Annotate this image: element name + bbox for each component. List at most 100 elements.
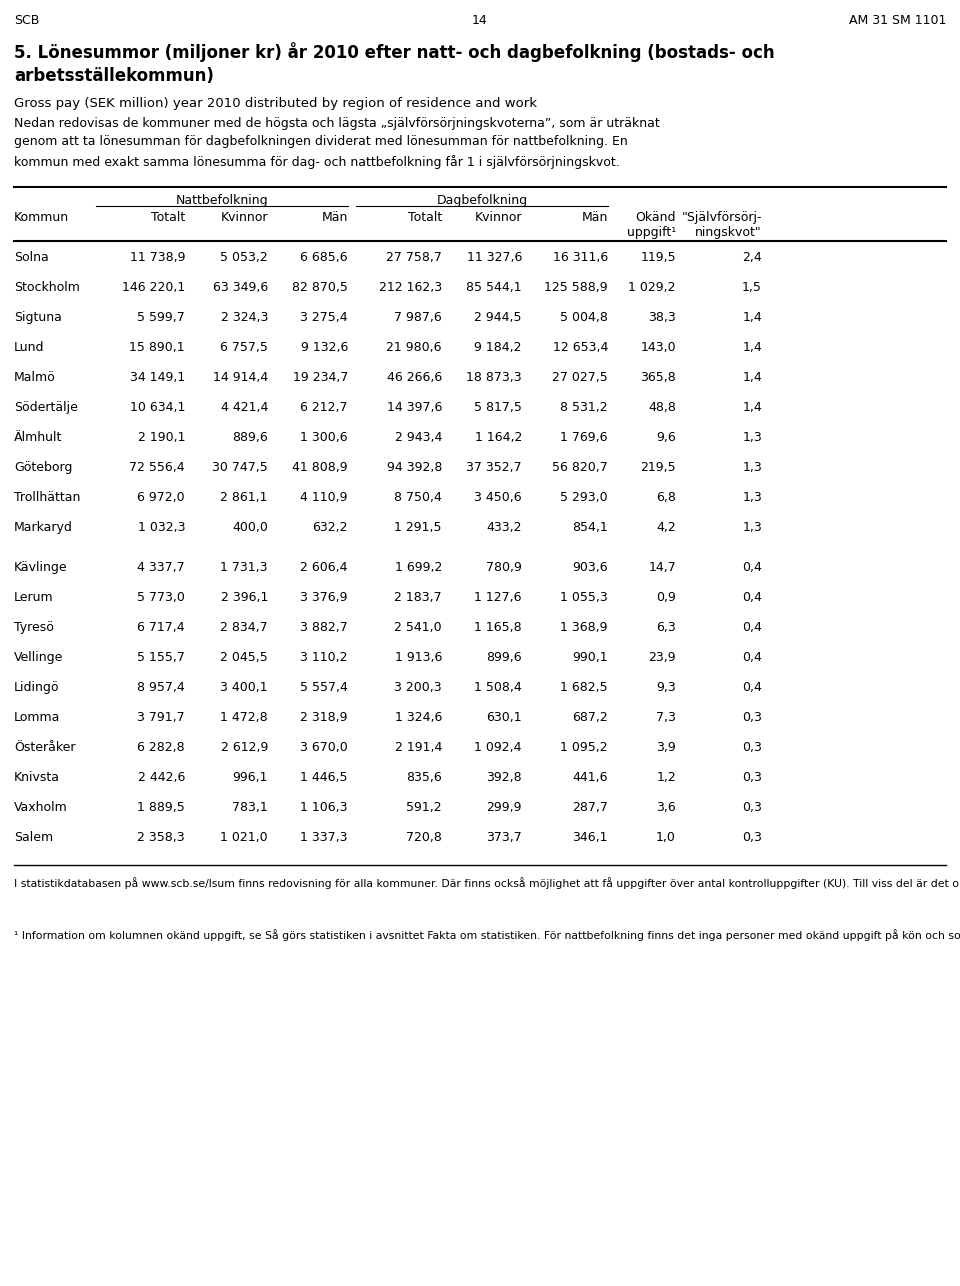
Text: 146 220,1: 146 220,1 (122, 282, 185, 294)
Text: 63 349,6: 63 349,6 (213, 282, 268, 294)
Text: 8 531,2: 8 531,2 (561, 401, 608, 414)
Text: 10 634,1: 10 634,1 (130, 401, 185, 414)
Text: 0,4: 0,4 (742, 682, 762, 694)
Text: 632,2: 632,2 (313, 521, 348, 534)
Text: 5 293,0: 5 293,0 (561, 491, 608, 504)
Text: 1 095,2: 1 095,2 (561, 741, 608, 754)
Text: 6 717,4: 6 717,4 (137, 621, 185, 634)
Text: 27 758,7: 27 758,7 (386, 251, 442, 264)
Text: 1,5: 1,5 (742, 282, 762, 294)
Text: 903,6: 903,6 (572, 561, 608, 574)
Text: Vellinge: Vellinge (14, 651, 63, 664)
Text: 1 291,5: 1 291,5 (395, 521, 442, 534)
Text: 15 890,1: 15 890,1 (130, 341, 185, 354)
Text: ¹ Information om kolumnen okänd uppgift, se Så görs statistiken i avsnittet Fakt: ¹ Information om kolumnen okänd uppgift,… (14, 928, 960, 941)
Text: Män: Män (582, 211, 608, 224)
Text: 1 769,6: 1 769,6 (561, 431, 608, 444)
Text: 1,4: 1,4 (742, 370, 762, 385)
Text: 1 913,6: 1 913,6 (395, 651, 442, 664)
Text: 1,3: 1,3 (742, 431, 762, 444)
Text: 1,3: 1,3 (742, 521, 762, 534)
Text: 1,4: 1,4 (742, 401, 762, 414)
Text: 212 162,3: 212 162,3 (379, 282, 442, 294)
Text: 14: 14 (472, 14, 488, 27)
Text: 11 738,9: 11 738,9 (130, 251, 185, 264)
Text: 3 110,2: 3 110,2 (300, 651, 348, 664)
Text: 2 396,1: 2 396,1 (221, 592, 268, 604)
Text: 780,9: 780,9 (486, 561, 522, 574)
Text: 1 021,0: 1 021,0 (221, 831, 268, 844)
Text: 6 282,8: 6 282,8 (137, 741, 185, 754)
Text: 2 190,1: 2 190,1 (137, 431, 185, 444)
Text: 2,4: 2,4 (742, 251, 762, 264)
Text: 2 834,7: 2 834,7 (221, 621, 268, 634)
Text: 3 200,3: 3 200,3 (395, 682, 442, 694)
Text: 687,2: 687,2 (572, 711, 608, 724)
Text: Stockholm: Stockholm (14, 282, 80, 294)
Text: Solna: Solna (14, 251, 49, 264)
Text: 2 318,9: 2 318,9 (300, 711, 348, 724)
Text: 5. Lönesummor (miljoner kr) år 2010 efter natt- och dagbefolkning (bostads- och
: 5. Lönesummor (miljoner kr) år 2010 efte… (14, 42, 775, 85)
Text: 8 957,4: 8 957,4 (137, 682, 185, 694)
Text: 5 557,4: 5 557,4 (300, 682, 348, 694)
Text: Lerum: Lerum (14, 592, 54, 604)
Text: 1,4: 1,4 (742, 311, 762, 324)
Text: 433,2: 433,2 (487, 521, 522, 534)
Text: Tyresö: Tyresö (14, 621, 54, 634)
Text: 1 165,8: 1 165,8 (474, 621, 522, 634)
Text: 3,9: 3,9 (657, 741, 676, 754)
Text: 2 191,4: 2 191,4 (395, 741, 442, 754)
Text: 6 972,0: 6 972,0 (137, 491, 185, 504)
Text: Män: Män (322, 211, 348, 224)
Text: 373,7: 373,7 (487, 831, 522, 844)
Text: 82 870,5: 82 870,5 (292, 282, 348, 294)
Text: 8 750,4: 8 750,4 (395, 491, 442, 504)
Text: Nedan redovisas de kommuner med de högsta och lägsta „självförsörjningskvoterna”: Nedan redovisas de kommuner med de högst… (14, 117, 660, 168)
Text: 1 368,9: 1 368,9 (561, 621, 608, 634)
Text: 0,4: 0,4 (742, 651, 762, 664)
Text: 14 914,4: 14 914,4 (213, 370, 268, 385)
Text: 630,1: 630,1 (487, 711, 522, 724)
Text: 1,0: 1,0 (656, 831, 676, 844)
Text: Dagbefolkning: Dagbefolkning (437, 194, 528, 207)
Text: 2 324,3: 2 324,3 (221, 311, 268, 324)
Text: Vaxholm: Vaxholm (14, 801, 68, 814)
Text: 4,2: 4,2 (657, 521, 676, 534)
Text: 3 450,6: 3 450,6 (474, 491, 522, 504)
Text: 1 164,2: 1 164,2 (474, 431, 522, 444)
Text: 1 300,6: 1 300,6 (300, 431, 348, 444)
Text: 48,8: 48,8 (648, 401, 676, 414)
Text: 1 127,6: 1 127,6 (474, 592, 522, 604)
Text: 4 421,4: 4 421,4 (221, 401, 268, 414)
Text: 0,9: 0,9 (656, 592, 676, 604)
Text: 299,9: 299,9 (487, 801, 522, 814)
Text: 1,3: 1,3 (742, 460, 762, 475)
Text: 899,6: 899,6 (487, 651, 522, 664)
Text: 4 337,7: 4 337,7 (137, 561, 185, 574)
Text: 0,4: 0,4 (742, 592, 762, 604)
Text: 996,1: 996,1 (232, 772, 268, 784)
Text: Österåker: Österåker (14, 741, 76, 754)
Text: 1 682,5: 1 682,5 (561, 682, 608, 694)
Text: 287,7: 287,7 (572, 801, 608, 814)
Text: 2 606,4: 2 606,4 (300, 561, 348, 574)
Text: 6,8: 6,8 (656, 491, 676, 504)
Text: 6 757,5: 6 757,5 (220, 341, 268, 354)
Text: 1,3: 1,3 (742, 491, 762, 504)
Text: 21 980,6: 21 980,6 (387, 341, 442, 354)
Text: 9 184,2: 9 184,2 (474, 341, 522, 354)
Text: 1 699,2: 1 699,2 (395, 561, 442, 574)
Text: Nattbefolkning: Nattbefolkning (176, 194, 268, 207)
Text: 3 376,9: 3 376,9 (300, 592, 348, 604)
Text: 12 653,4: 12 653,4 (553, 341, 608, 354)
Text: Älmhult: Älmhult (14, 431, 62, 444)
Text: 16 311,6: 16 311,6 (553, 251, 608, 264)
Text: 1 055,3: 1 055,3 (561, 592, 608, 604)
Text: Malmö: Malmö (14, 370, 56, 385)
Text: 1,4: 1,4 (742, 341, 762, 354)
Text: 3 400,1: 3 400,1 (221, 682, 268, 694)
Text: 41 808,9: 41 808,9 (293, 460, 348, 475)
Text: 30 747,5: 30 747,5 (212, 460, 268, 475)
Text: AM 31 SM 1101: AM 31 SM 1101 (849, 14, 946, 27)
Text: 14 397,6: 14 397,6 (387, 401, 442, 414)
